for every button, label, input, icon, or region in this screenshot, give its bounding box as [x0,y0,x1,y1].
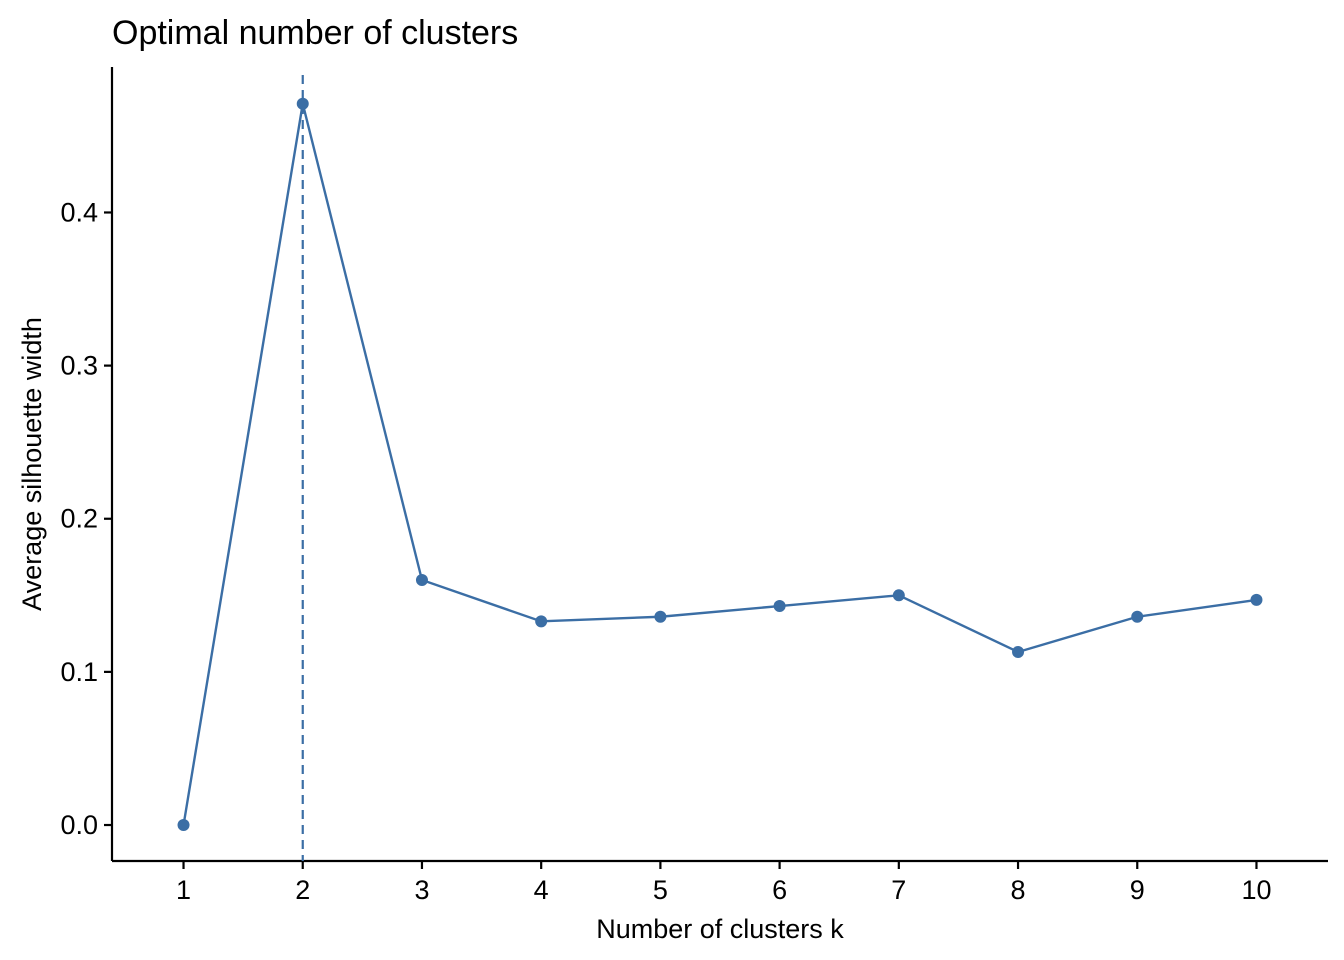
series-line [182,103,1257,826]
y-ticks: 0.0 0.1 0.2 0.3 0.4 [60,197,112,840]
data-point [1250,593,1263,606]
data-point [177,819,190,832]
chart-title: Optimal number of clusters [112,14,518,52]
data-point [535,615,548,628]
x-tick-label: 5 [653,875,668,905]
x-tick-label: 9 [1130,875,1145,905]
data-point [773,600,786,613]
x-tick-label: 10 [1241,875,1271,905]
x-tick-label: 8 [1011,875,1026,905]
data-point [415,573,428,586]
x-ticks: 1 2 3 4 5 6 7 8 9 10 [176,861,1271,905]
x-tick-label: 3 [414,875,429,905]
axes [110,67,1328,863]
x-tick-label: 6 [772,875,787,905]
data-points [177,97,1263,832]
y-tick-label: 0.0 [60,810,98,840]
data-point [296,97,309,110]
data-point [1131,610,1144,623]
y-tick-label: 0.4 [60,197,98,227]
y-axis-label: Average silhouette width [17,317,47,611]
data-point [654,610,667,623]
data-point [1012,645,1025,658]
x-axis-label: Number of clusters k [596,914,844,944]
x-tick-label: 4 [534,875,549,905]
x-tick-label: 2 [295,875,310,905]
x-tick-label: 1 [176,875,191,905]
y-tick-label: 0.3 [60,351,98,381]
x-tick-label: 7 [891,875,906,905]
y-tick-label: 0.1 [60,657,98,687]
data-point [892,589,905,602]
y-tick-label: 0.2 [60,504,98,534]
